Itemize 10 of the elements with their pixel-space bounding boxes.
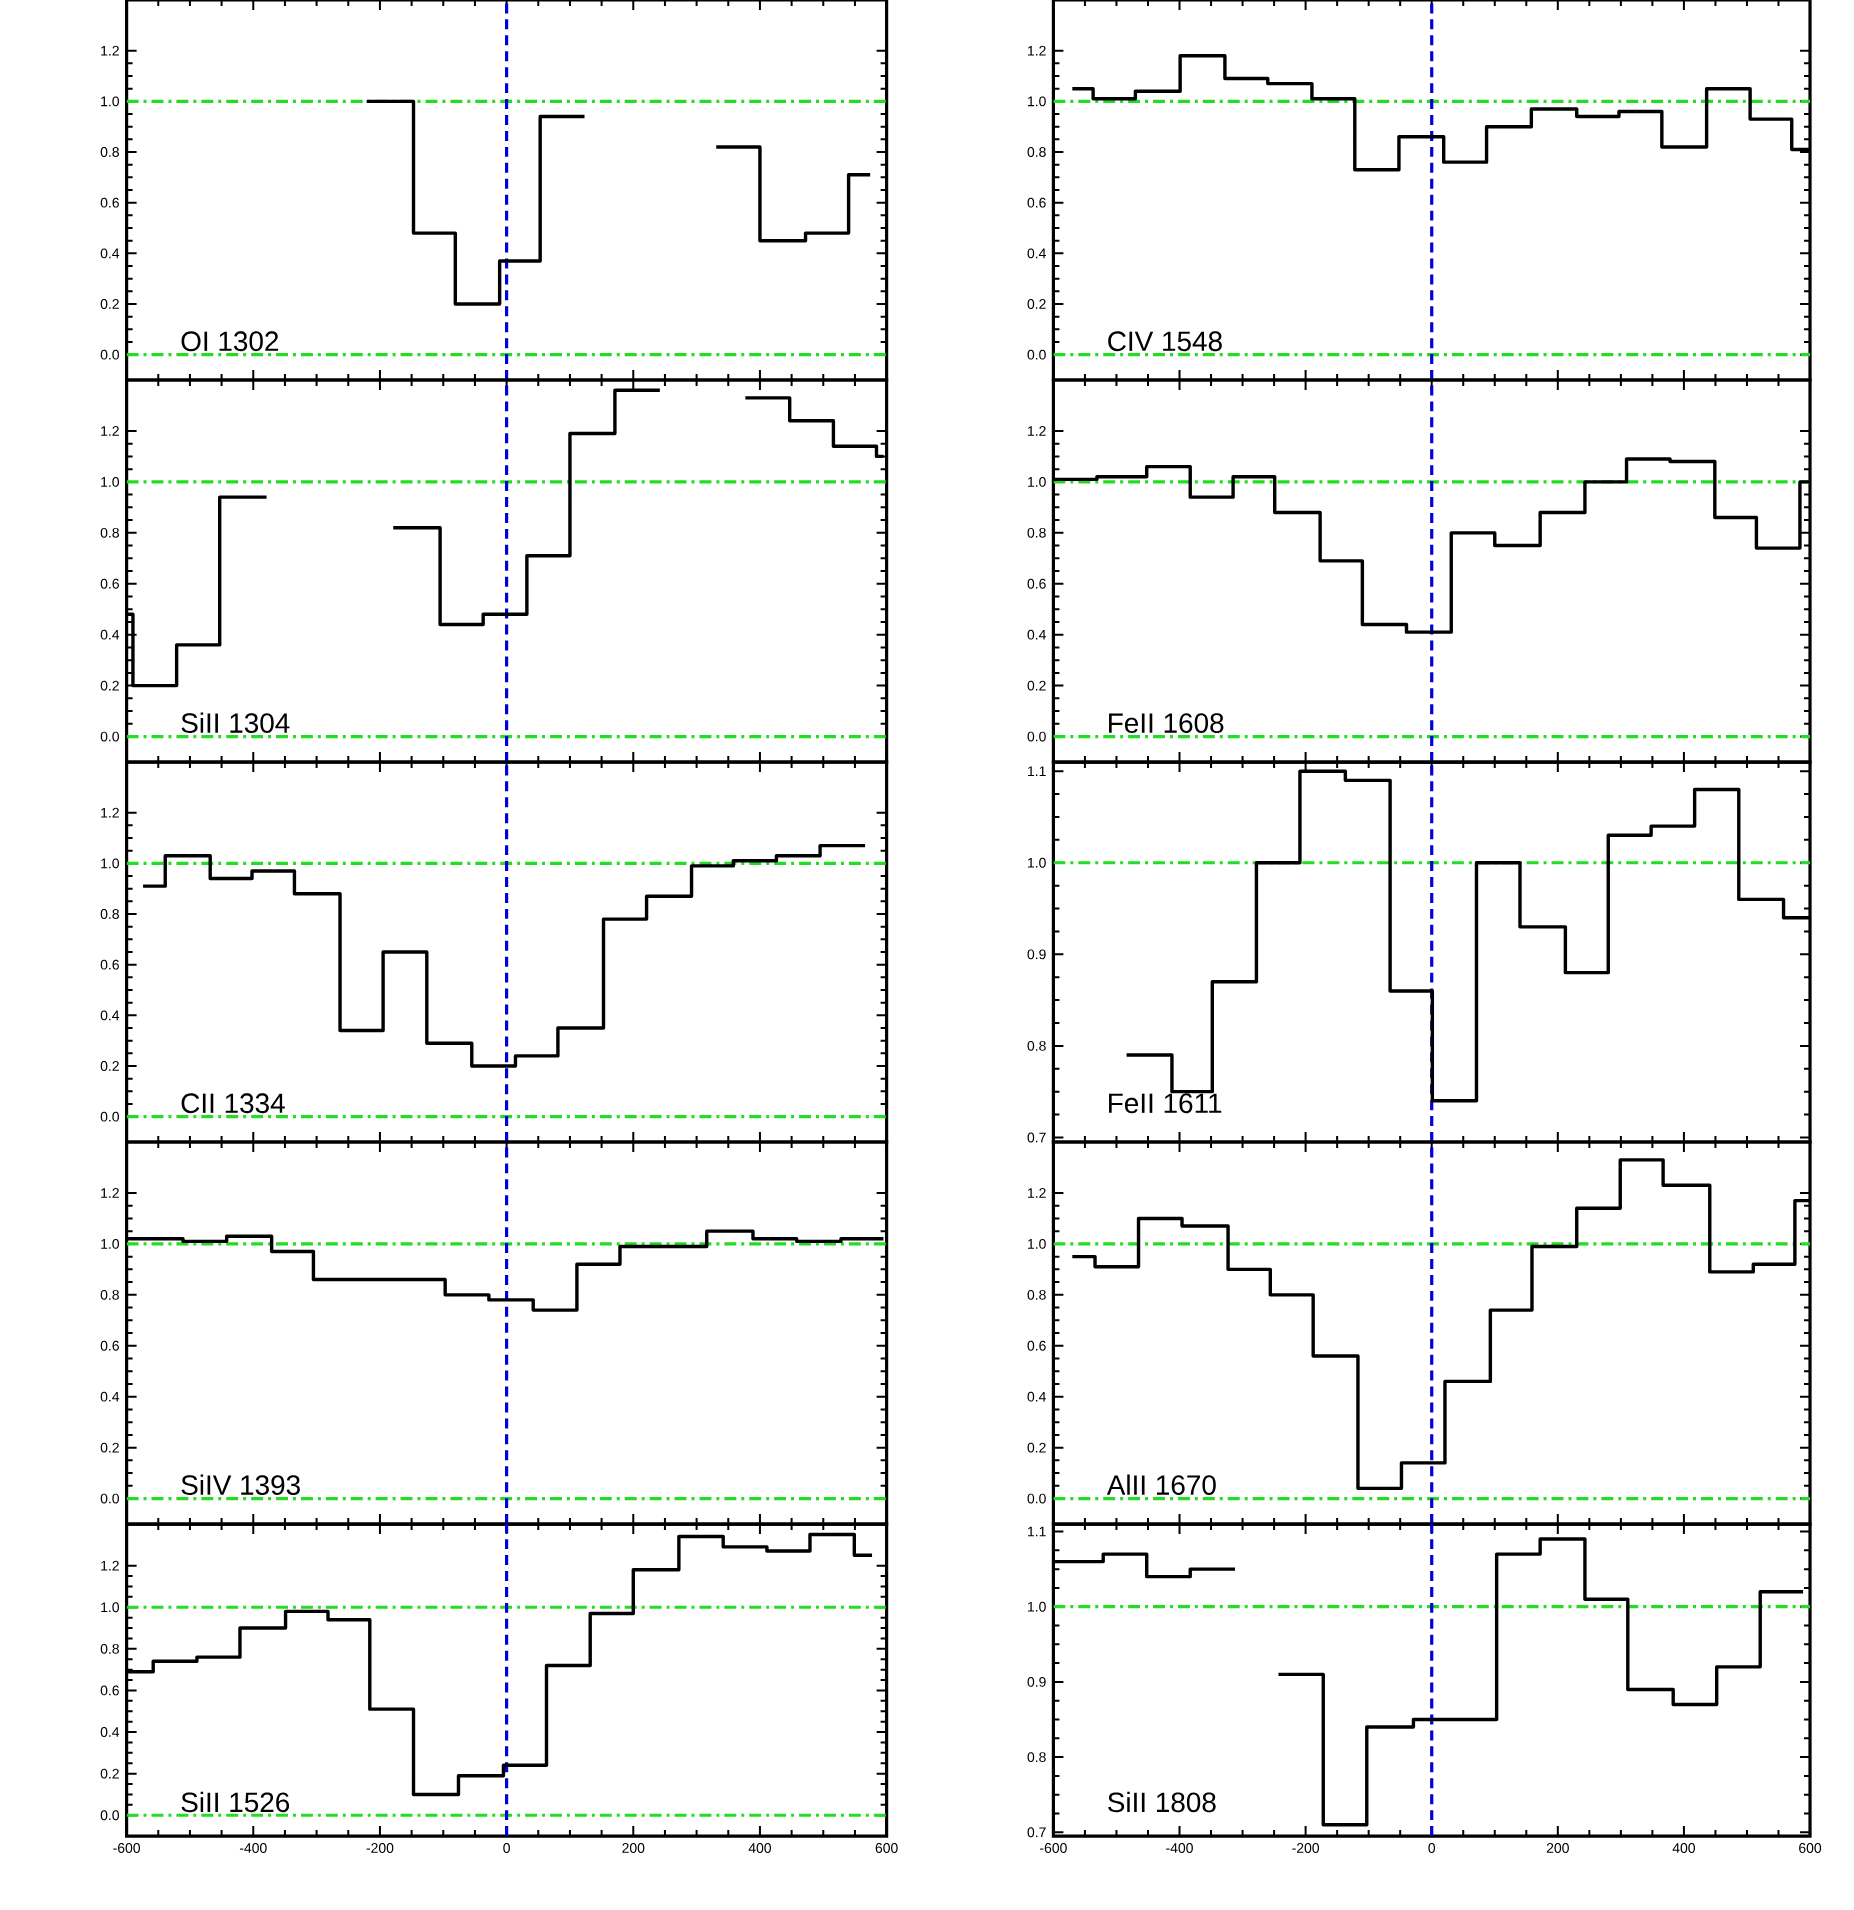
annotation: FeII 1608 bbox=[1109, 713, 1224, 733]
annotation: SiIV 1393 bbox=[181, 1474, 300, 1495]
annotation: SiII 1304 bbox=[181, 712, 290, 733]
annotation: SiII 1808 bbox=[1108, 1791, 1216, 1813]
annotation: FeII 1611 bbox=[1109, 1093, 1222, 1114]
annotation: CII 1334 bbox=[181, 1093, 285, 1114]
annotation: SiII 1526 bbox=[181, 1791, 290, 1813]
annotation: CIV 1548 bbox=[1108, 331, 1222, 352]
annotation: AlII 1670 bbox=[1106, 1474, 1216, 1495]
annotation: OI 1302 bbox=[181, 331, 279, 352]
